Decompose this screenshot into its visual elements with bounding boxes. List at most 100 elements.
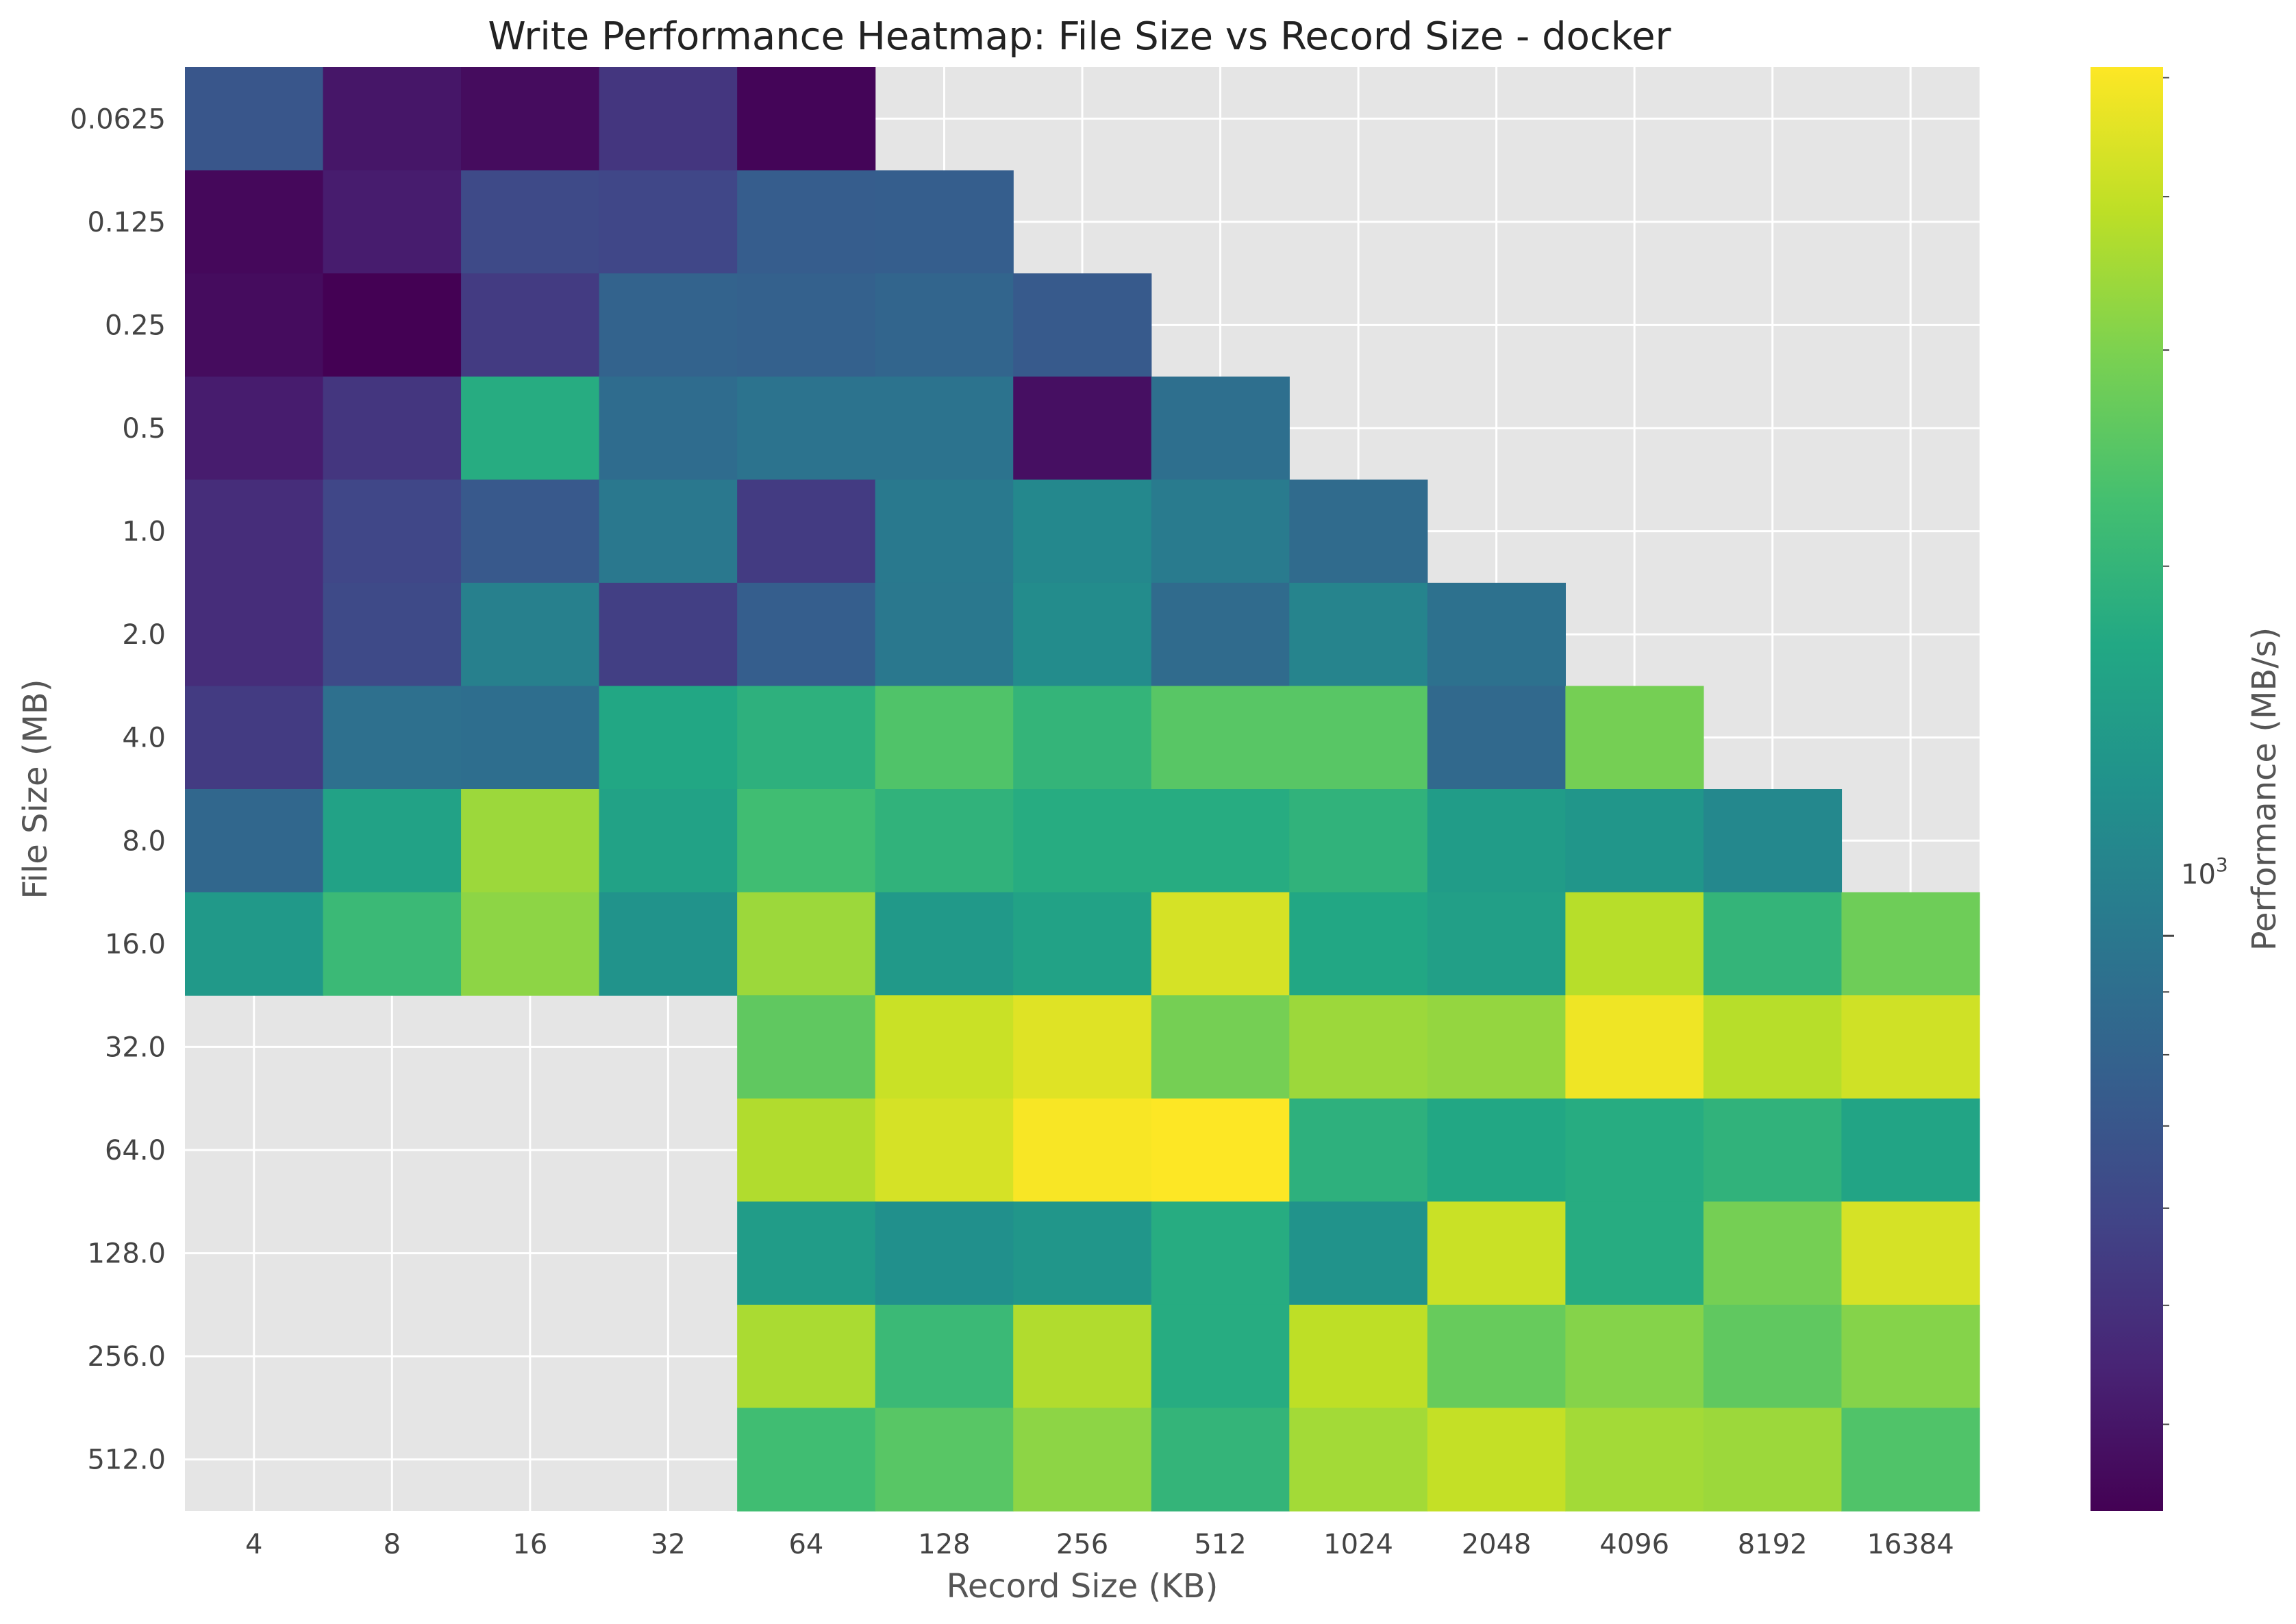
- heatmap-cell: [323, 582, 462, 687]
- heatmap-cell: [1289, 892, 1428, 996]
- y-tick-label: 0.5: [122, 413, 166, 445]
- heatmap-cells: [185, 67, 1980, 1512]
- y-tick-label: 128.0: [87, 1238, 166, 1270]
- y-tick-label: 1.0: [122, 516, 166, 548]
- heatmap-cell: [1013, 376, 1152, 480]
- heatmap-cell: [323, 67, 462, 171]
- heatmap-cell: [323, 789, 462, 893]
- heatmap-cell: [461, 273, 600, 377]
- y-tick-label: 4.0: [122, 723, 166, 754]
- heatmap-cell: [1565, 1098, 1704, 1202]
- heatmap-cell: [1151, 1408, 1290, 1512]
- heatmap-cell: [1151, 1201, 1290, 1306]
- x-tick-label: 8192: [1738, 1529, 1808, 1560]
- y-tick-label: 2.0: [122, 619, 166, 651]
- heatmap-cell: [1013, 1304, 1152, 1409]
- heatmap-cell: [185, 892, 324, 996]
- heatmap-cell: [1289, 1201, 1428, 1306]
- heatmap-cell: [875, 995, 1014, 1099]
- heatmap-cell: [185, 273, 324, 377]
- heatmap-cell: [875, 479, 1014, 584]
- heatmap-cell: [185, 479, 324, 584]
- heatmap-cell: [1151, 1098, 1290, 1202]
- heatmap-cell: [1013, 479, 1152, 584]
- y-tick-label: 512.0: [87, 1445, 166, 1476]
- heatmap-cell: [1841, 995, 1980, 1099]
- heatmap-cell: [185, 582, 324, 687]
- x-tick-label: 256: [1056, 1529, 1108, 1560]
- heatmap-cell: [1841, 1408, 1980, 1512]
- x-tick-label: 8: [384, 1529, 401, 1560]
- heatmap-cell: [461, 892, 600, 996]
- heatmap-cell: [461, 582, 600, 687]
- heatmap-cell: [737, 1201, 876, 1306]
- colorbar-tick-exponent: 3: [2216, 853, 2228, 876]
- heatmap-cell: [737, 67, 876, 171]
- heatmap-cell: [1151, 376, 1290, 480]
- heatmap-cell: [185, 686, 324, 790]
- y-tick-label: 8.0: [122, 825, 166, 857]
- heatmap-cell: [1565, 686, 1704, 790]
- heatmap-cell: [599, 67, 738, 171]
- heatmap-cell: [599, 170, 738, 274]
- y-tick-label: 256.0: [87, 1341, 166, 1373]
- heatmap-cell: [737, 582, 876, 687]
- heatmap-cell: [185, 170, 324, 274]
- heatmap-cell: [1289, 1098, 1428, 1202]
- heatmap-cell: [461, 686, 600, 790]
- heatmap-cell: [1565, 1201, 1704, 1306]
- heatmap-cell: [1841, 1098, 1980, 1202]
- heatmap-cell: [1289, 789, 1428, 893]
- heatmap-cell: [875, 1408, 1014, 1512]
- heatmap-cell: [185, 376, 324, 480]
- heatmap-cell: [1013, 273, 1152, 377]
- heatmap-cell: [599, 479, 738, 584]
- heatmap-cell: [1013, 892, 1152, 996]
- x-tick-labels: 4 8 16 32 64 128 256 512 1024 2048 4096 8192 16384: [245, 1529, 1954, 1560]
- heatmap-cell: [599, 273, 738, 377]
- heatmap-cell: [1703, 1408, 1843, 1512]
- heatmap-cell: [1427, 789, 1566, 893]
- y-tick-label: 64.0: [105, 1135, 166, 1166]
- heatmap-cell: [1289, 995, 1428, 1099]
- heatmap-cell: [875, 376, 1014, 480]
- heatmap-cell: [875, 1201, 1014, 1306]
- heatmap-cell: [875, 170, 1014, 274]
- heatmap-cell: [1013, 1201, 1152, 1306]
- heatmap-cell: [599, 789, 738, 893]
- heatmap-cell: [1013, 686, 1152, 790]
- heatmap-cell: [737, 1408, 876, 1512]
- heatmap-cell: [1151, 1304, 1290, 1409]
- heatmap-cell: [737, 1098, 876, 1202]
- colorbar-tick-label: 103: [2181, 853, 2228, 890]
- heatmap-cell: [1151, 892, 1290, 996]
- heatmap-cell: [461, 170, 600, 274]
- heatmap-cell: [1289, 582, 1428, 687]
- heatmap-cell: [1703, 1304, 1843, 1409]
- heatmap-cell: [1565, 995, 1704, 1099]
- heatmap-cell: [599, 892, 738, 996]
- heatmap-cell: [599, 582, 738, 687]
- heatmap-cell: [1565, 1408, 1704, 1512]
- x-tick-label: 4096: [1599, 1529, 1669, 1560]
- heatmap-cell: [323, 479, 462, 584]
- y-tick-label: 0.125: [87, 207, 166, 238]
- heatmap-cell: [1151, 789, 1290, 893]
- heatmap-cell: [1013, 1408, 1152, 1512]
- heatmap-cell: [1565, 892, 1704, 996]
- heatmap-cell: [1013, 995, 1152, 1099]
- heatmap-cell: [1427, 1304, 1566, 1409]
- heatmap-cell: [1703, 995, 1843, 1099]
- heatmap-cell: [875, 1304, 1014, 1409]
- heatmap-cell: [875, 789, 1014, 893]
- heatmap-cell: [1427, 686, 1566, 790]
- x-tick-label: 4: [245, 1529, 262, 1560]
- heatmap-cell: [875, 273, 1014, 377]
- heatmap-cell: [875, 1098, 1014, 1202]
- heatmap-cell: [461, 479, 600, 584]
- heatmap-cell: [461, 376, 600, 480]
- heatmap-cell: [1427, 892, 1566, 996]
- heatmap-cell: [1703, 1201, 1843, 1306]
- colorbar-ticks: [2163, 77, 2174, 1425]
- heatmap-cell: [737, 892, 876, 996]
